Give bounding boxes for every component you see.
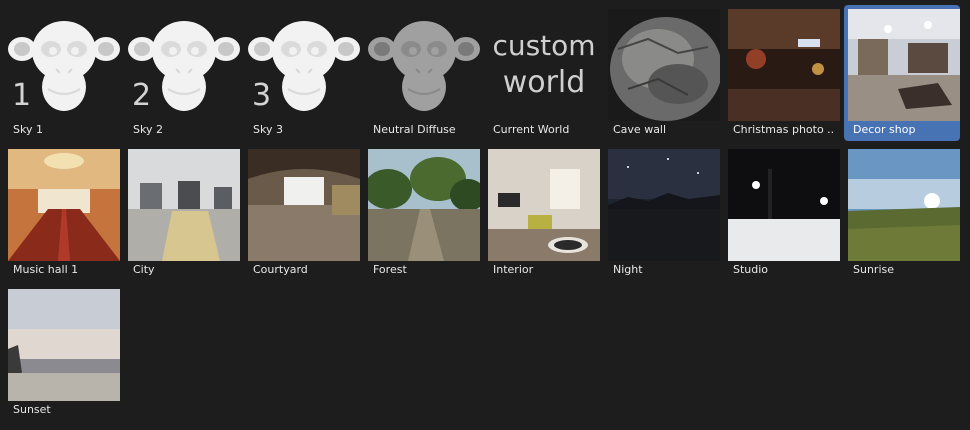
preset-thumbnail: 3 xyxy=(248,9,360,121)
preset-tile[interactable]: Music hall 1 xyxy=(4,145,120,281)
preset-tile[interactable]: Sunrise xyxy=(844,145,960,281)
preset-tile[interactable]: Night xyxy=(604,145,720,281)
preset-tile[interactable]: Cave wall xyxy=(604,5,720,141)
preset-tile[interactable]: Sunset xyxy=(4,285,120,421)
preset-thumbnail xyxy=(8,289,120,401)
custom-world-text: custom world xyxy=(488,9,600,121)
preset-label: Neutral Diffuse xyxy=(373,123,456,136)
preset-label: Music hall 1 xyxy=(13,263,79,276)
preset-label: Sky 3 xyxy=(253,123,283,136)
preset-label: Sky 1 xyxy=(13,123,43,136)
preset-label: City xyxy=(133,263,155,276)
preset-thumbnail xyxy=(128,149,240,261)
preset-label: Sunset xyxy=(13,403,51,416)
preset-numeral: 3 xyxy=(252,78,271,113)
preset-tile[interactable]: 1 Sky 1 xyxy=(4,5,120,141)
preset-thumbnail xyxy=(728,149,840,261)
preset-tile[interactable]: 2 Sky 2 xyxy=(124,5,240,141)
preset-tile[interactable]: Studio xyxy=(724,145,840,281)
preset-label: Sunrise xyxy=(853,263,895,276)
preset-numeral: 2 xyxy=(132,78,151,113)
preset-thumbnail: 2 xyxy=(128,9,240,121)
preset-thumbnail xyxy=(8,149,120,261)
preset-label: Studio xyxy=(733,263,769,276)
preset-label: Cave wall xyxy=(613,123,667,136)
preset-thumbnail xyxy=(848,149,960,261)
preset-tile[interactable]: Courtyard xyxy=(244,145,360,281)
preset-tile[interactable]: Decor shop xyxy=(844,5,960,141)
preset-label: Forest xyxy=(373,263,407,276)
preset-tile[interactable]: City xyxy=(124,145,240,281)
preset-tile[interactable]: Neutral Diffuse xyxy=(364,5,480,141)
preset-tile[interactable]: Forest xyxy=(364,145,480,281)
preset-thumbnail xyxy=(368,9,480,121)
preset-tile[interactable]: custom world Current World xyxy=(484,5,600,141)
preset-label: Decor shop xyxy=(853,123,916,136)
preset-label: Night xyxy=(613,263,643,276)
custom-world-line1: custom xyxy=(492,29,596,62)
preset-label: Christmas photo ... xyxy=(733,123,835,136)
preset-label: Courtyard xyxy=(253,263,308,276)
preset-tile[interactable]: Christmas photo ... xyxy=(724,5,840,141)
preset-thumbnail xyxy=(488,149,600,261)
preset-label: Interior xyxy=(493,263,534,276)
preset-thumbnail xyxy=(728,9,840,121)
preset-thumbnail xyxy=(248,149,360,261)
preset-thumbnail: custom world xyxy=(488,9,600,121)
preset-label: Current World xyxy=(493,123,570,136)
preset-thumbnail xyxy=(608,9,720,121)
preset-thumbnail: 1 xyxy=(8,9,120,121)
preset-tile[interactable]: Interior xyxy=(484,145,600,281)
preset-tile[interactable]: 3 Sky 3 xyxy=(244,5,360,141)
custom-world-line2: world xyxy=(502,65,586,100)
preset-thumbnail xyxy=(368,149,480,261)
preset-numeral: 1 xyxy=(12,78,31,113)
preset-thumbnail xyxy=(848,9,960,121)
preset-label: Sky 2 xyxy=(133,123,163,136)
preset-thumbnail xyxy=(608,149,720,261)
